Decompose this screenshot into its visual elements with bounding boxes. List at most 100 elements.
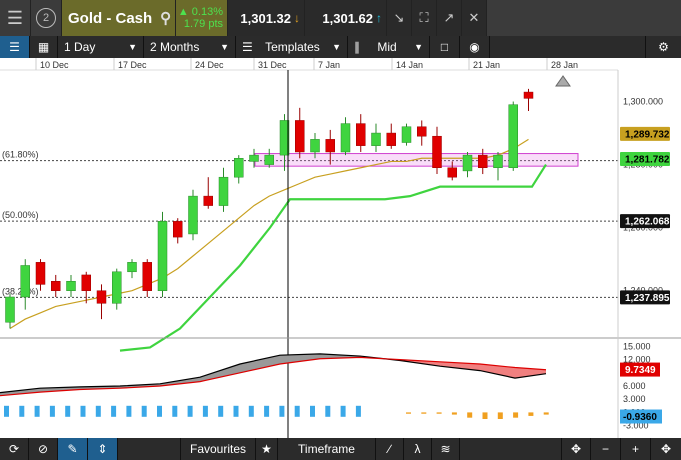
close-button[interactable]: ✕ [462,0,487,36]
indicator-panel: 15.00012.0009.0006.0003.0000.000-3.0009.… [0,341,662,431]
candle-body [96,290,107,304]
signal-line [0,356,547,397]
candle-body [127,262,137,273]
no-draw-button[interactable]: ⊘ [29,438,58,460]
buy-button[interactable]: 1,301.62 ↑ [305,0,387,36]
x-tick-label: 31 Dec [258,60,287,70]
histogram-bar [325,405,331,417]
settings-button[interactable]: ⚙ [645,36,681,58]
buy-price: 1,301.62 [322,10,373,26]
prohibit-icon: ⊘ [37,442,49,456]
histogram-bar [202,405,208,417]
indicator-tick-label: 3.000 [623,394,646,404]
fib-label: (38.20%) [2,286,39,296]
watchlist-number: 2 [36,8,56,28]
search-icon[interactable]: ⚲ [160,10,172,27]
candle-body [371,132,381,146]
fx-tool-button[interactable]: λ [404,438,432,460]
list-view-button[interactable]: ☰ [0,36,30,58]
price-type-select[interactable]: ∥ Mid ▼ [348,36,430,58]
watchlist-badge[interactable]: 2 [31,0,62,36]
candle-body [218,176,229,206]
zoom-out-button[interactable]: − [591,438,621,460]
candle-body [35,262,46,285]
expand-icon: ⛶ [419,10,429,25]
minimize-button[interactable]: ↘ [387,0,412,36]
candle-body [356,123,366,146]
templates-select[interactable]: ☰ Templates ▼ [236,36,348,58]
star-button[interactable]: ★ [256,438,278,460]
candle-body [5,296,15,323]
timeframe-button[interactable]: Timeframe [278,438,376,460]
candle-body [66,280,76,291]
refresh-button[interactable]: ⟳ [0,438,29,460]
sell-button[interactable]: 1,301.32 ↓ [228,0,305,36]
candle-body [249,154,259,162]
y-tick-label: 1,300.000 [623,97,663,107]
price-change: ▲ 0.13% 1.79 pts [176,0,228,36]
candle-body [20,265,30,298]
bottom-toolbar: ⟳ ⊘ ✎ ⇕ Favourites ★ Timeframe ∕ λ ≋ ✥ −… [0,438,681,460]
range-value: 2 Months [150,40,200,54]
collapse-icon: ↘ [393,10,405,25]
price-chart[interactable]: 10 Dec 17 Dec 24 Dec 31 Dec 7 Jan 14 Jan 21 Ja… [0,58,681,438]
visibility-button[interactable]: ◉ [460,36,490,58]
draw-button[interactable]: ✎ [58,438,88,460]
trailing-stop-line [119,163,547,352]
popout-button[interactable]: ↗ [437,0,462,36]
list-icon: ☰ [9,40,20,54]
move-button[interactable]: ⇕ [88,438,118,460]
price-tag [620,290,670,305]
star-icon: ★ [261,442,272,456]
favourites-label: Favourites [189,442,247,456]
histogram-bar [111,405,117,417]
x-tick-label: 7 Jan [318,60,340,70]
histogram-bar [310,405,315,417]
price-tag-label: 1,262.068 [625,217,670,228]
timeframe-label: Timeframe [298,442,355,456]
popout-icon: ↗ [443,10,455,25]
comment-button[interactable]: □ [430,36,460,58]
price-tag [620,214,670,229]
menu-button[interactable]: ☰ [0,0,31,36]
candle-body [295,120,305,153]
interval-select[interactable]: 1 Day ▼ [58,36,144,58]
expand-button[interactable]: ⛶ [412,0,437,36]
favourites-button[interactable]: Favourites [180,438,256,460]
histogram-bar [157,405,162,417]
sell-price: 1,301.32 [240,10,291,26]
range-select[interactable]: 2 Months ▼ [144,36,236,58]
fit-button[interactable]: ✥ [561,438,591,460]
x-tick-label: 17 Dec [118,60,147,70]
chevron-down-icon: ▼ [332,42,341,52]
histogram-bar [141,405,147,417]
price-tag [620,126,670,141]
zoom-in-button[interactable]: + [621,438,651,460]
candle-body [523,91,534,99]
histogram-bar [355,405,361,417]
histogram-bar [80,405,86,417]
line-tool-icon: ∕ [388,442,391,456]
instrument-title[interactable]: Gold - Cash ⚲ [62,0,176,36]
histogram-bar [528,412,534,416]
pan-button[interactable]: ✥ [651,438,681,460]
histogram-bar [233,405,239,417]
grid-button[interactable]: ▦ [30,36,58,58]
candle-body [325,139,335,153]
candles [5,88,534,329]
candle-body [508,104,518,168]
chevron-down-icon: ▼ [414,42,423,52]
price-tag-label: 1,237.895 [625,293,670,304]
gear-icon: ⚙ [658,40,669,54]
hamburger-icon: ☰ [6,7,24,28]
histogram-bar [482,412,488,419]
wave-tool-button[interactable]: ≋ [432,438,460,460]
histogram-bar [467,412,473,418]
candle-body [447,167,457,178]
line-tool-button[interactable]: ∕ [376,438,404,460]
down-arrow-icon: ↓ [294,11,300,25]
eye-icon: ◉ [469,40,480,54]
pencil-icon: ✎ [67,442,78,456]
indicator-tick-label: 6.000 [623,381,646,391]
histogram-bar [451,412,457,415]
